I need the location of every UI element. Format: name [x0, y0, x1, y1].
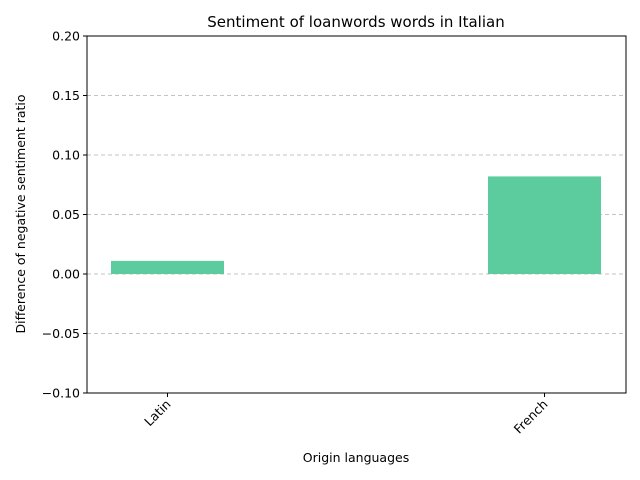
y-tick-label: 0.10 [52, 148, 80, 163]
y-tick-label: −0.10 [42, 386, 80, 401]
y-axis-label: Difference of negative sentiment ratio [13, 94, 28, 333]
x-tick-label: French [511, 397, 551, 437]
bars [111, 176, 601, 274]
y-axis-ticks: −0.10 −0.05 0.00 0.05 0.10 0.15 0.20 [42, 29, 87, 401]
bar-latin [111, 260, 224, 274]
y-tick-label: 0.00 [52, 267, 80, 282]
y-tick-label: 0.15 [52, 88, 80, 103]
y-tick-label: 0.05 [52, 207, 80, 222]
y-tick-label: −0.05 [42, 326, 80, 341]
chart-title: Sentiment of loanwords words in Italian [207, 13, 504, 31]
x-tick-label: Latin [141, 397, 173, 429]
y-tick-label: 0.20 [52, 29, 80, 44]
x-axis-label: Origin languages [303, 450, 409, 465]
bar-french [488, 176, 601, 274]
x-axis-ticks: Latin French [141, 393, 551, 437]
